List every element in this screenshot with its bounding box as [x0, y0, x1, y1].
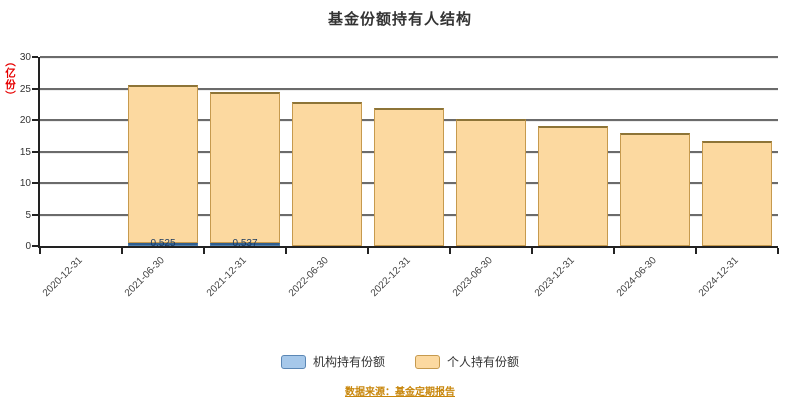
y-axis-tick-label: 30 — [19, 52, 31, 63]
legend: 机构持有份额 个人持有份额 — [0, 353, 800, 370]
plot-area: 2020-12-31 2021-06-30 2021-12-31 2022-06-30… — [32, 56, 779, 299]
legend-swatch-blue — [280, 354, 306, 369]
x-axis-tick — [203, 248, 205, 254]
bar-value-label: 0.537 — [232, 238, 258, 249]
bar-individual-2024-12-31[interactable] — [702, 140, 772, 246]
y-axis-tick — [32, 150, 38, 153]
legend-label-individual: 个人持有份额 — [447, 355, 520, 369]
y-axis-tick — [32, 56, 38, 58]
x-axis-category-label: 2020-12-31 — [40, 255, 85, 299]
x-axis-tick — [531, 248, 533, 254]
bar-individual-2023-12-31[interactable] — [538, 126, 608, 246]
bar-institutional-2021-06-30[interactable] — [128, 242, 198, 246]
x-axis-tick — [121, 248, 123, 254]
legend-swatch-tan — [415, 354, 440, 369]
x-axis-category-label: 2023-12-31 — [532, 255, 577, 299]
bar-individual-2022-12-31[interactable] — [374, 108, 444, 246]
y-axis-tick — [32, 119, 38, 121]
x-axis-category-label: 2022-06-30 — [286, 255, 331, 299]
y-axis-tick — [32, 213, 38, 216]
y-axis-tick-label: 0 — [25, 241, 31, 252]
y-axis-labels: 0 5 10 15 20 25 30 — [0, 52, 31, 252]
bar-institutional-2021-12-31[interactable] — [210, 242, 280, 246]
x-axis-category-label: 2021-12-31 — [204, 255, 249, 299]
bar-individual-2022-06-30[interactable] — [292, 101, 362, 246]
y-axis-tick-label: 20 — [19, 115, 31, 126]
data-source-link[interactable]: 数据来源：基金定期报告 — [345, 387, 455, 398]
bar-value-label: 0.525 — [150, 238, 176, 249]
x-axis-category-label: 2022-12-31 — [368, 255, 413, 299]
x-axis-tick — [613, 248, 615, 254]
x-axis-category-label: 2024-06-30 — [614, 255, 659, 299]
x-axis-tick — [285, 248, 287, 254]
footer: 数据来源：基金定期报告 — [0, 382, 800, 400]
y-axis-tick-label: 15 — [19, 146, 31, 158]
x-axis-labels: 2020-12-31 2021-06-30 2021-12-31 2022-06-30… — [40, 246, 778, 316]
x-axis-category-label: 2024-12-31 — [696, 255, 741, 299]
x-axis-tick — [367, 248, 369, 254]
chart-title: 基金份额持有人结构 — [327, 11, 472, 28]
y-axis-tick — [32, 87, 38, 90]
y-axis-tick — [32, 182, 38, 184]
x-axis-category-label: 2023-06-30 — [450, 255, 495, 299]
legend-item-individual[interactable]: 个人持有份额 — [415, 353, 519, 370]
x-axis-tick — [449, 248, 451, 254]
legend-label-institutional: 机构持有份额 — [312, 355, 385, 369]
y-axis-tick-label: 25 — [19, 83, 31, 95]
gridline — [40, 56, 778, 58]
gridline — [40, 87, 778, 90]
x-axis-tick — [39, 248, 41, 254]
bar-individual-2021-06-30[interactable] — [128, 84, 198, 243]
bar-individual-2024-06-30[interactable] — [620, 133, 690, 246]
y-axis-tick — [32, 245, 38, 247]
bar-individual-2021-12-31[interactable] — [210, 92, 280, 243]
x-axis-category-label: 2021-06-30 — [122, 255, 167, 299]
bar-individual-2023-06-30[interactable] — [456, 118, 526, 246]
x-axis-tick — [777, 248, 779, 254]
y-axis-unit-label: （亿份） — [4, 56, 16, 102]
y-axis-tick-label: 10 — [19, 178, 31, 189]
legend-item-institutional[interactable]: 机构持有份额 — [280, 353, 385, 370]
x-axis-tick — [695, 248, 697, 254]
y-axis-tick-label: 5 — [25, 209, 31, 221]
